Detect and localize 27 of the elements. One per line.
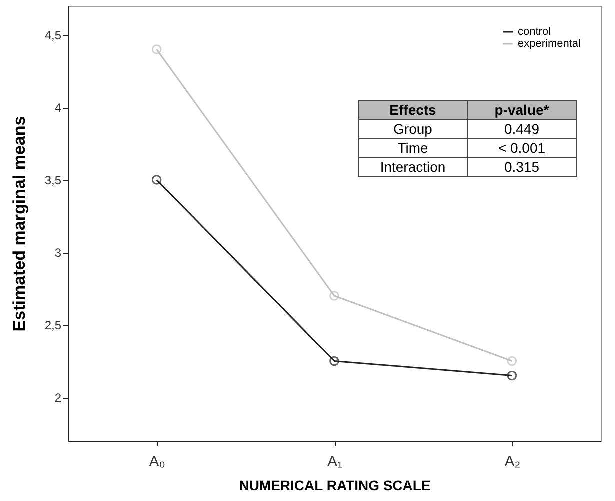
legend-label: control bbox=[518, 26, 552, 38]
x-tick-label: A₂ bbox=[504, 454, 521, 470]
point bbox=[507, 356, 518, 366]
y-tick-label: 3 bbox=[54, 246, 62, 260]
x-tick-label: A₀ bbox=[149, 454, 166, 470]
annotation: 0.449 bbox=[468, 120, 576, 138]
annotation: Time bbox=[358, 138, 468, 158]
y-tick-label: 3,5 bbox=[44, 174, 62, 188]
annotation: < 0.001 bbox=[468, 138, 576, 158]
point bbox=[330, 291, 340, 301]
legend-label: experimental bbox=[518, 38, 581, 50]
annotation: 0.315 bbox=[468, 158, 576, 176]
y-tick-label: 2 bbox=[54, 391, 62, 405]
y-tick-label: 4,5 bbox=[44, 28, 62, 42]
point bbox=[152, 175, 162, 185]
point bbox=[152, 44, 162, 54]
y-tick-label: 2,5 bbox=[44, 318, 62, 332]
x-tick-label: A₁ bbox=[327, 454, 343, 470]
y-tick-label: 4 bbox=[54, 101, 62, 115]
annotation: Effects bbox=[358, 100, 468, 120]
x-axis-title: NUMERICAL RATING SCALE bbox=[239, 478, 431, 494]
annotation: Interaction bbox=[358, 158, 468, 176]
y-axis-title: Estimated marginal means bbox=[10, 116, 29, 332]
annotation: Group bbox=[358, 120, 468, 138]
annotation: p-value* bbox=[468, 100, 576, 120]
point bbox=[330, 356, 340, 366]
point bbox=[507, 370, 518, 381]
